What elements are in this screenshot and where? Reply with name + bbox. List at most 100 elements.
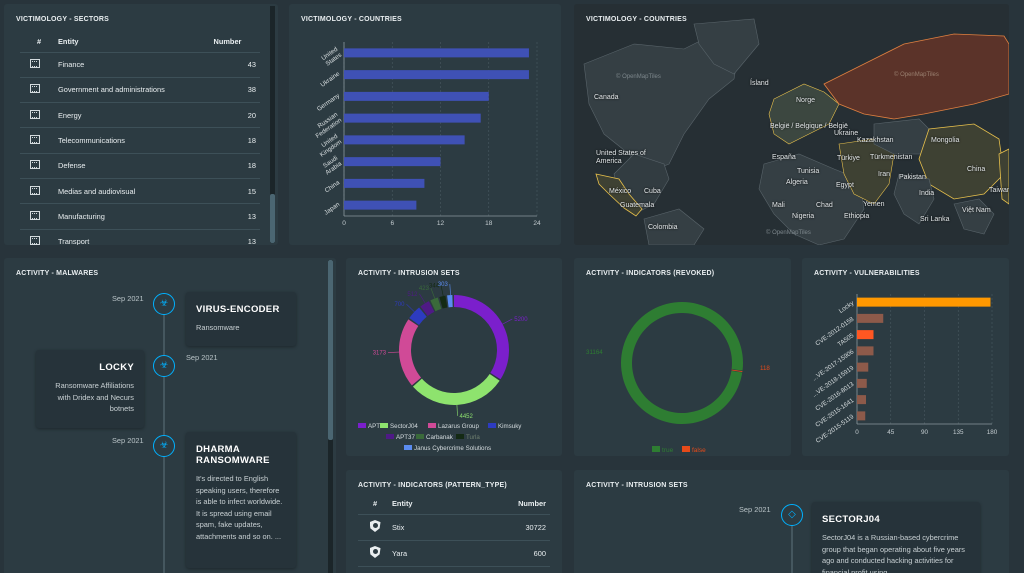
timeline-line <box>791 518 793 573</box>
data-label: 512 <box>407 292 418 298</box>
building-icon <box>30 135 40 145</box>
map-country-label: Ukraine <box>834 130 859 137</box>
row-entity: Manufacturing <box>58 203 214 230</box>
legend-label: Kimsuky <box>498 423 522 430</box>
x-tick-label: 18 <box>485 220 493 227</box>
legend-label: APT28 <box>368 423 387 430</box>
building-icon <box>30 210 40 220</box>
table-row[interactable]: Energy 20 <box>20 102 260 129</box>
legend-label: APT37 <box>396 434 415 441</box>
indicator-icon <box>369 546 381 558</box>
row-number: 13 <box>213 229 260 245</box>
biohazard-icon: ☣ <box>153 355 175 377</box>
map-country-label: Việt Nam <box>962 207 991 214</box>
col-entity: Entity <box>392 494 454 515</box>
sectors-title: VICTIMOLOGY - SECTORS <box>16 16 110 23</box>
map-country-label: Nigeria <box>792 213 815 220</box>
map-country-label: India <box>919 190 935 197</box>
timeline-date: Sep 2021 <box>112 436 144 445</box>
legend-label: SectorJ04 <box>390 423 418 430</box>
map-country-label: Algeria <box>786 179 808 186</box>
y-tick-label-line: Ukraine <box>319 70 341 88</box>
map-country-label: Türkiye <box>837 155 860 162</box>
row-number: 18 <box>213 153 260 179</box>
map-labels: Canada Ísland Norge United States of Americ… <box>574 4 1009 245</box>
map-country-label: Canada <box>594 94 619 101</box>
data-label: 118 <box>760 365 770 372</box>
malwares-scrollbar[interactable] <box>328 260 333 573</box>
map-country-label: Yemen <box>863 201 885 208</box>
donut-slice <box>439 295 448 309</box>
table-row[interactable]: Medias and audiovisual 15 <box>20 178 260 205</box>
table-row[interactable]: Transport 13 <box>20 229 260 245</box>
col-number: Number <box>453 494 550 515</box>
map-country-label: Guatemala <box>620 202 655 209</box>
row-entity: Finance <box>58 52 214 78</box>
y-tick-label-line: Germany <box>316 92 342 113</box>
building-icon <box>30 109 40 119</box>
sectors-scrollbar[interactable] <box>270 6 275 243</box>
col-num: # <box>20 32 58 53</box>
intrusion-set-card[interactable]: SECTORJ04 SectorJ04 is a Russian-based c… <box>812 502 980 573</box>
row-number: 20 <box>213 102 260 129</box>
data-label: 4452 <box>459 414 473 420</box>
map-attribution: © OpenMapTiles <box>616 74 661 80</box>
malware-card[interactable]: VIRUS-ENCODER Ransomware <box>186 292 296 346</box>
bar <box>857 346 874 356</box>
col-number: Number <box>213 32 260 53</box>
leader-line <box>456 404 458 416</box>
leader-line <box>406 303 415 313</box>
table-row[interactable]: Government and administrations 38 <box>20 77 260 104</box>
timeline-date: Sep 2021 <box>112 294 144 303</box>
row-entity: Telecommunications <box>58 127 214 154</box>
malware-name: DHARMA RANSOMWARE <box>196 444 270 466</box>
table-row[interactable]: Defense 18 <box>20 153 260 179</box>
map-country-label: Mongolia <box>931 137 960 144</box>
pattern-title: ACTIVITY - INDICATORS (PATTERN_TYPE) <box>358 482 507 489</box>
legend-swatch <box>380 423 388 428</box>
x-tick-label: 90 <box>921 429 929 436</box>
map-country-label: Ísland <box>750 80 769 87</box>
revoked-chart-title: ACTIVITY - INDICATORS (REVOKED) <box>586 270 715 277</box>
x-tick-label: 0 <box>342 220 346 227</box>
legend-swatch <box>456 434 464 439</box>
bar <box>344 70 529 80</box>
building-icon <box>30 59 40 69</box>
table-row[interactable]: Telecommunications 18 <box>20 127 260 154</box>
malware-card[interactable]: DHARMA RANSOMWARE It's directed to Engli… <box>186 432 296 568</box>
table-row[interactable]: Manufacturing 13 <box>20 203 260 230</box>
data-label: 31164 <box>586 349 603 356</box>
row-number: 15 <box>213 178 260 205</box>
donut-slice <box>399 319 422 386</box>
table-row[interactable]: Finance 43 <box>20 52 260 78</box>
table-row[interactable]: Stix 30722 <box>358 514 550 541</box>
x-tick-label: 24 <box>533 220 541 227</box>
legend-label: Carbanak <box>426 434 454 441</box>
map-country-label: Egypt <box>836 182 854 189</box>
map-country-label: China <box>967 166 986 173</box>
x-tick-label: 6 <box>390 220 394 227</box>
legend-label: false <box>692 447 706 454</box>
donut-slice <box>430 297 442 312</box>
malware-card[interactable]: LOCKY Ransomware Affiliations with Dride… <box>36 350 144 428</box>
intrusion-set-name: SECTORJ04 <box>822 514 880 525</box>
legend-swatch <box>358 423 366 428</box>
malware-name: VIRUS-ENCODER <box>196 304 280 315</box>
x-tick-label: 12 <box>437 220 445 227</box>
row-entity: Defense <box>58 153 214 179</box>
malwares-title: ACTIVITY - MALWARES <box>16 270 99 277</box>
donut-slice <box>731 369 743 372</box>
world-map[interactable] <box>574 4 1009 245</box>
scrollbar-thumb[interactable] <box>328 260 333 440</box>
map-country-label: Iran <box>878 171 891 178</box>
legend-swatch <box>488 423 496 428</box>
intrusion-sets-chart-panel: ACTIVITY - INTRUSION SETS 5200 4452 3173 70… <box>346 258 562 456</box>
scrollbar-thumb[interactable] <box>270 194 275 243</box>
data-label: 3173 <box>373 351 387 357</box>
bar <box>344 135 465 145</box>
map-country-label: United States of America <box>596 150 646 165</box>
table-row[interactable]: Yara 600 <box>358 540 550 567</box>
indicator-icon <box>369 520 381 532</box>
countries-chart-title: VICTIMOLOGY - COUNTRIES <box>301 16 402 23</box>
intrusion-sets-chart-title: ACTIVITY - INTRUSION SETS <box>358 270 460 277</box>
